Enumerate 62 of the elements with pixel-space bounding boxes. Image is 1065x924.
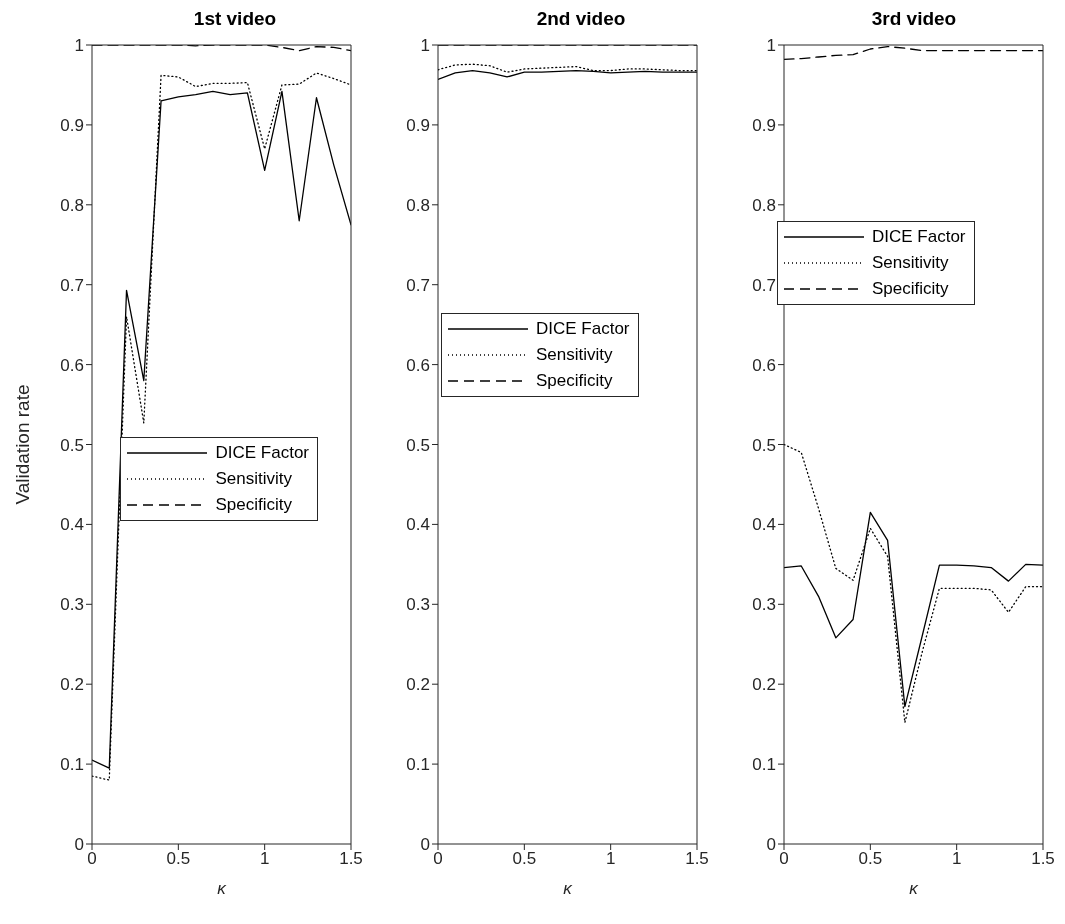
- y-tick-label: 0.9: [60, 115, 84, 135]
- y-tick-label: 0.1: [752, 755, 776, 775]
- x-tick-label: 0: [779, 849, 789, 869]
- y-tick-label: 1: [766, 36, 776, 56]
- legend-label: Specificity: [215, 494, 293, 516]
- legend-label: Sensitivity: [536, 344, 613, 366]
- x-tick-label: 0.5: [166, 849, 191, 869]
- chart-title: 3rd video: [870, 8, 958, 31]
- x-tick-label: 1: [259, 849, 270, 869]
- x-tick-label: 1: [951, 849, 962, 869]
- x-tick-label: 0.5: [858, 849, 883, 869]
- x-tick-label: 1.5: [1031, 849, 1055, 869]
- legend-label: Sensitivity: [872, 252, 949, 274]
- y-tick-label: 1: [420, 36, 430, 56]
- x-tick-label: 1.5: [685, 849, 709, 869]
- y-tick-label: 0.2: [60, 675, 84, 695]
- x-axis-title: κ: [217, 879, 228, 898]
- legend-label: Sensitivity: [215, 468, 293, 490]
- line-series: [784, 443, 1043, 724]
- y-tick-label: 0.8: [60, 195, 84, 215]
- x-tick-label: 0.5: [512, 849, 537, 869]
- y-tick-label: 0.1: [60, 755, 84, 775]
- y-tick-label: 0.3: [752, 595, 776, 615]
- y-tick-label: 0: [420, 835, 430, 855]
- y-tick-label: 0.3: [60, 595, 84, 615]
- y-tick-label: 0.8: [752, 195, 776, 215]
- chart-title: 2nd video: [535, 8, 627, 31]
- y-tick-label: 0.7: [752, 275, 776, 295]
- y-tick-label: 0.5: [752, 435, 776, 455]
- legend-label: Specificity: [872, 278, 949, 300]
- y-tick-label: 0.4: [60, 515, 84, 535]
- y-tick-label: 0.5: [60, 435, 84, 455]
- legend-label: DICE Factor: [215, 442, 310, 464]
- legend-label: DICE Factor: [536, 318, 630, 340]
- y-tick-label: 0.7: [60, 275, 84, 295]
- y-tick-label: 0.4: [406, 515, 430, 535]
- y-axis-title: Validation rate: [11, 384, 33, 505]
- legend-label: DICE Factor: [872, 226, 966, 248]
- y-tick-label: 0.8: [406, 195, 430, 215]
- y-tick-label: 0.1: [406, 755, 430, 775]
- y-tick-label: 0.6: [406, 355, 430, 375]
- x-tick-label: 0: [433, 849, 443, 869]
- y-tick-label: 0.2: [406, 675, 430, 695]
- y-tick-label: 0: [766, 835, 776, 855]
- y-tick-label: 0.6: [752, 355, 776, 375]
- legend-label: Specificity: [536, 370, 613, 392]
- chart-title: 1st video: [192, 8, 278, 31]
- y-tick-label: 0.9: [406, 115, 430, 135]
- x-axis-title: κ: [563, 879, 574, 898]
- x-tick-label: 1: [605, 849, 616, 869]
- x-tick-label: 1.5: [339, 849, 363, 869]
- y-tick-label: 0.2: [752, 675, 776, 695]
- x-axis-title: κ: [909, 879, 920, 898]
- x-tick-label: 0: [87, 849, 97, 869]
- y-tick-label: 1: [74, 36, 84, 56]
- y-tick-label: 0.4: [752, 515, 776, 535]
- y-tick-label: 0.7: [406, 275, 430, 295]
- y-tick-label: 0.6: [60, 355, 84, 375]
- y-tick-label: 0.9: [752, 115, 776, 135]
- y-tick-label: 0.5: [406, 435, 430, 455]
- y-tick-label: 0: [74, 835, 84, 855]
- y-tick-label: 0.3: [406, 595, 430, 615]
